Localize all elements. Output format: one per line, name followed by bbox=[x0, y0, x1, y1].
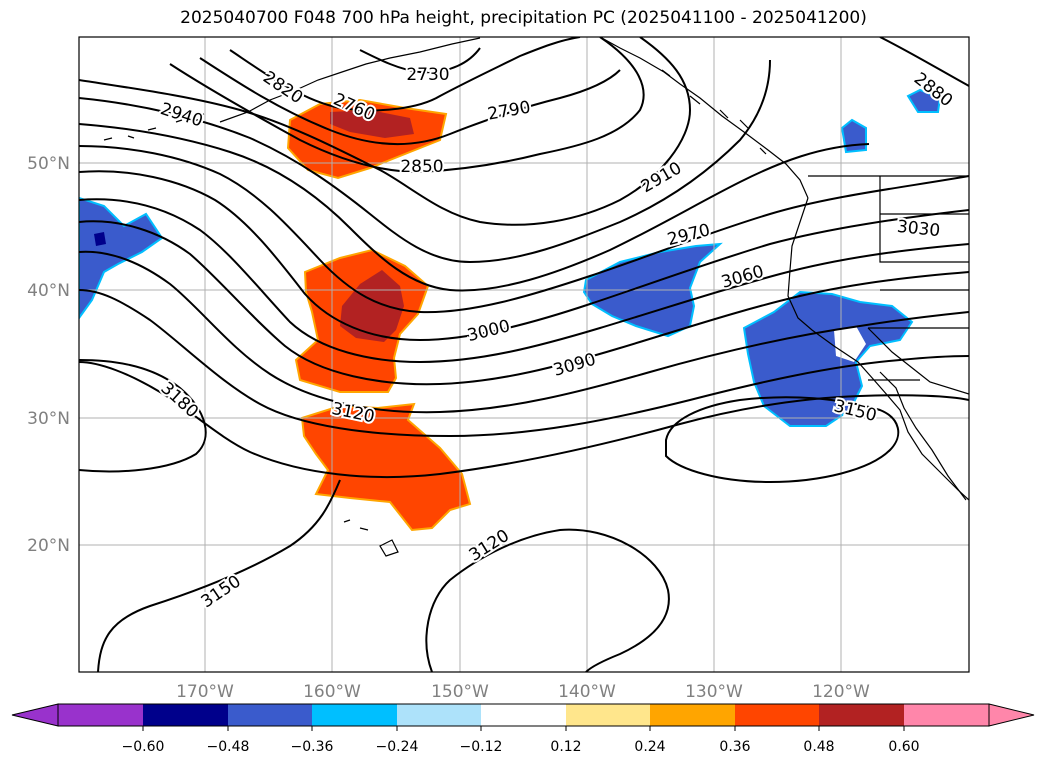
border-mexico bbox=[867, 327, 969, 395]
hawaii bbox=[343, 519, 399, 557]
map-title: 2025040700 F048 700 hPa height, precipit… bbox=[180, 8, 867, 28]
coastline-west bbox=[787, 197, 969, 501]
precip-negative-west-strong bbox=[94, 232, 106, 246]
contour-label-2730: 2730 bbox=[406, 65, 449, 85]
contour-2730 bbox=[359, 47, 481, 74]
lat-label-40n: 40°N bbox=[27, 281, 70, 301]
colorbar-extend-low bbox=[11, 703, 59, 727]
colorbar-tick-label-9: 0.48 bbox=[803, 739, 834, 755]
lon-label-130w: 130°W bbox=[685, 682, 743, 702]
contour-2880 bbox=[79, 37, 969, 264]
colorbar-box-4 bbox=[312, 704, 397, 726]
contour-3030 bbox=[79, 220, 969, 386]
lon-label-160w: 160°W bbox=[303, 682, 361, 702]
contour-3180 bbox=[79, 359, 207, 473]
contour-label-2850: 2850 bbox=[400, 157, 443, 177]
coastline-panhandle bbox=[599, 37, 809, 199]
colorbar-extend-high bbox=[988, 703, 1035, 727]
colorbar-outline bbox=[57, 703, 990, 727]
contour-2940 bbox=[79, 145, 969, 314]
colorbar-box-9 bbox=[735, 704, 819, 726]
colorbar-tick-label-8: 0.36 bbox=[719, 739, 750, 755]
lon-label-150w: 150°W bbox=[431, 682, 489, 702]
colorbar-tick-label-4: −0.24 bbox=[376, 739, 419, 755]
colorbar-tick-label-1: −0.60 bbox=[122, 739, 165, 755]
colorbar-box-5 bbox=[397, 704, 481, 726]
lat-label-30n: 30°N bbox=[27, 409, 70, 429]
lat-label-20n: 20°N bbox=[27, 536, 70, 556]
colorbar-tick-label-10: 0.60 bbox=[888, 739, 919, 755]
coastlines bbox=[103, 37, 969, 557]
colorbar-tick-label-5: −0.12 bbox=[460, 739, 503, 755]
lon-label-140w: 140°W bbox=[558, 682, 616, 702]
colorbar-tick-label-7: 0.24 bbox=[634, 739, 665, 755]
colorbar-box-2 bbox=[143, 704, 228, 726]
contour-3150-south bbox=[425, 528, 670, 672]
lon-label-170w: 170°W bbox=[176, 682, 234, 702]
aleutians bbox=[103, 113, 205, 141]
longitude-labels: 170°W 160°W 150°W 140°W 130°W 120°W bbox=[176, 682, 870, 702]
height-contours bbox=[79, 37, 969, 672]
bc-islands bbox=[661, 69, 767, 155]
colorbar-tick-label-6: 0.12 bbox=[550, 739, 581, 755]
colorbar-box-1 bbox=[58, 704, 143, 726]
colorbar-box-10 bbox=[819, 704, 904, 726]
contour-3120-north bbox=[79, 361, 969, 478]
colorbar-tick-label-2: −0.48 bbox=[207, 739, 250, 755]
lon-label-120w: 120°W bbox=[812, 682, 870, 702]
contour-3060 bbox=[79, 250, 969, 414]
contour-2790 bbox=[199, 57, 621, 146]
border-states1 bbox=[879, 176, 969, 263]
colorbar-box-7 bbox=[566, 704, 650, 726]
contour-2760 bbox=[229, 37, 581, 112]
precip-hole-california bbox=[834, 326, 866, 362]
contour-3150-high bbox=[665, 396, 900, 484]
contour-3000 bbox=[79, 198, 969, 364]
latitude-labels: 50°N 40°N 30°N 20°N bbox=[27, 154, 70, 556]
gridlines bbox=[79, 37, 969, 672]
precip-negative-california bbox=[742, 290, 914, 427]
precip-strong-gulf-alaska bbox=[330, 110, 414, 138]
colorbar-box-3 bbox=[228, 704, 312, 726]
contour-3120-south bbox=[97, 479, 341, 672]
colorbar-box-6 bbox=[481, 704, 566, 726]
map-border bbox=[78, 36, 970, 673]
contour-2970 bbox=[79, 170, 969, 342]
contour-3090 bbox=[79, 289, 969, 438]
contour-2820 bbox=[169, 37, 645, 174]
colorbar-tick-label-3: −0.36 bbox=[291, 739, 334, 755]
precip-negative-north1 bbox=[906, 88, 942, 113]
border-states3 bbox=[868, 289, 969, 381]
contour-2910 bbox=[79, 123, 870, 292]
precip-positive-subtropical bbox=[300, 402, 472, 532]
precip-negative-north2 bbox=[840, 118, 867, 154]
precip-strong-central bbox=[340, 270, 404, 342]
coastline-baja bbox=[879, 371, 967, 501]
lat-label-50n: 50°N bbox=[27, 154, 70, 174]
colorbar: −0.60 −0.48 −0.36 −0.24 −0.12 0.12 0.24 … bbox=[11, 703, 1035, 755]
colorbar-ticks bbox=[142, 726, 905, 731]
coastline-alaska bbox=[219, 37, 481, 123]
colorbar-box-11 bbox=[904, 704, 989, 726]
colorbar-box-8 bbox=[650, 704, 735, 726]
contour-2850 bbox=[79, 37, 692, 226]
